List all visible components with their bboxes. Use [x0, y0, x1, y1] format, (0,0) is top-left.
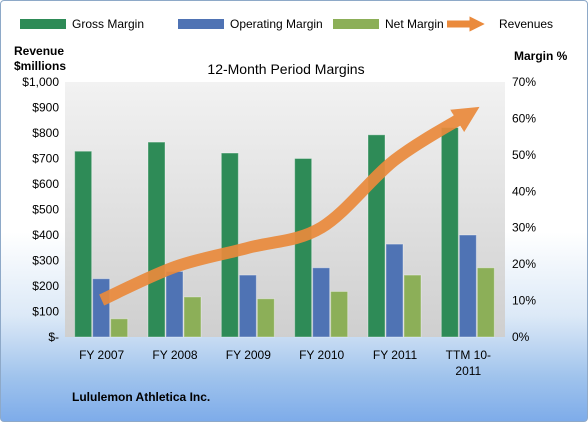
- right-tick-label: 30%: [512, 221, 536, 235]
- left-tick-label: $100: [32, 305, 59, 319]
- x-tick-label: TTM 10-: [446, 348, 491, 362]
- bar-net-margin: [330, 290, 349, 338]
- left-tick-label: $400: [32, 228, 59, 242]
- legend-swatch-net-margin: [333, 19, 379, 29]
- left-tick-label: $1,000: [22, 75, 59, 89]
- left-tick-label: $-: [48, 330, 59, 344]
- right-tick-label: 20%: [512, 257, 536, 271]
- right-tick-label: 70%: [512, 75, 536, 89]
- x-tick-label: FY 2009: [226, 348, 271, 362]
- bar-operating-margin: [238, 274, 257, 338]
- bar-gross-margin: [440, 127, 459, 338]
- chart-title: 12-Month Period Margins: [207, 61, 364, 77]
- x-tick-label: FY 2011: [373, 348, 418, 362]
- x-tick-label: FY 2008: [152, 348, 197, 362]
- x-tick-label: FY 2007: [79, 348, 124, 362]
- bar-operating-margin: [165, 270, 184, 338]
- bar-operating-margin: [92, 278, 111, 338]
- legend-swatch-operating-margin: [178, 19, 224, 29]
- left-tick-label: $900: [32, 101, 59, 115]
- legend-label-net-margin: Net Margin: [385, 17, 444, 31]
- right-tick-label: 60%: [512, 111, 536, 125]
- right-tick-label: 10%: [512, 294, 536, 308]
- left-tick-label: $200: [32, 279, 59, 293]
- left-tick-label: $500: [32, 203, 59, 217]
- left-axis-label-line-1: Revenue: [14, 44, 64, 58]
- plot-area: [65, 82, 505, 337]
- bar-gross-margin: [74, 150, 93, 338]
- left-axis-label-line-2: $millions: [14, 59, 66, 73]
- legend-swatch-gross-margin: [20, 19, 66, 29]
- legend: Gross Margin Operating Margin Net Margin Re…: [20, 16, 553, 32]
- bar-operating-margin: [385, 243, 404, 338]
- bar-net-margin: [183, 296, 202, 338]
- right-tick-label: 40%: [512, 184, 536, 198]
- company-name: Lululemon Athletica Inc.: [72, 390, 210, 404]
- x-tick-label: FY 2010: [299, 348, 344, 362]
- bar-gross-margin: [294, 158, 313, 338]
- bar-net-margin: [476, 267, 495, 338]
- bar-gross-margin: [147, 141, 166, 338]
- left-tick-label: $300: [32, 254, 59, 268]
- right-tick-label: 0%: [512, 330, 530, 344]
- bar-operating-margin: [458, 234, 477, 338]
- legend-label-gross-margin: Gross Margin: [72, 17, 144, 31]
- legend-label-operating-margin: Operating Margin: [230, 17, 323, 31]
- x-tick-label: 2011: [455, 364, 481, 378]
- right-axis-label: Margin %: [514, 49, 568, 63]
- revenues-line: [99, 106, 480, 306]
- left-tick-label: $800: [32, 126, 59, 140]
- legend-label-revenues: Revenues: [499, 17, 553, 31]
- bar-operating-margin: [312, 267, 331, 338]
- left-tick-label: $600: [32, 177, 59, 191]
- bar-net-margin: [256, 298, 275, 338]
- bar-net-margin: [403, 274, 422, 338]
- bar-net-margin: [110, 318, 129, 338]
- right-tick-label: 50%: [512, 148, 536, 162]
- left-tick-label: $700: [32, 152, 59, 166]
